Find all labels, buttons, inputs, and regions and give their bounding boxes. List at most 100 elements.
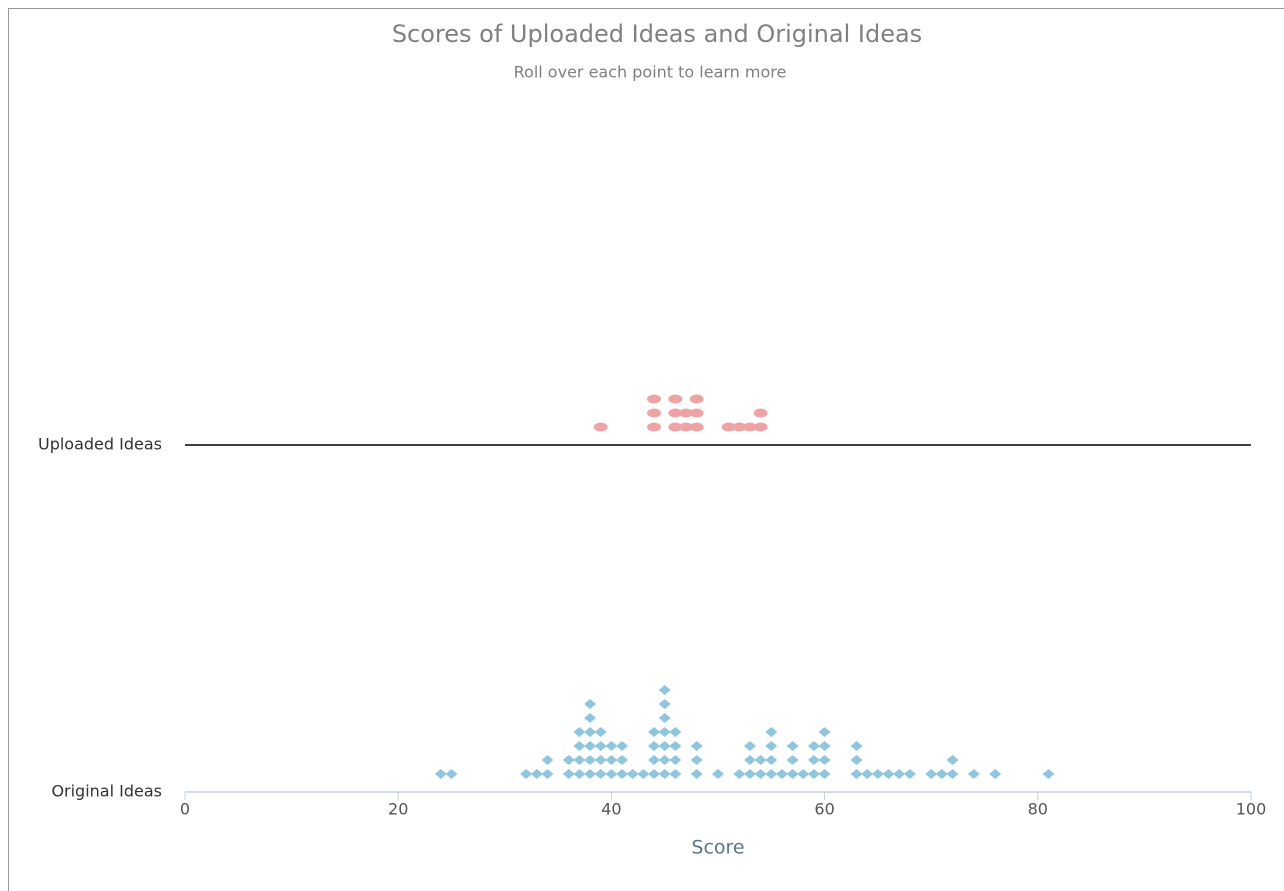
point <box>689 408 704 418</box>
point <box>530 769 543 779</box>
point <box>903 769 916 779</box>
y-category-label: Uploaded Ideas <box>38 435 162 454</box>
frame <box>8 8 1284 891</box>
point <box>743 769 756 779</box>
point <box>850 741 863 751</box>
point <box>584 713 597 723</box>
point <box>753 408 768 418</box>
point <box>775 769 788 779</box>
point <box>573 741 586 751</box>
point <box>594 727 607 737</box>
point <box>573 755 586 765</box>
point <box>690 769 703 779</box>
chart-title: Scores of Uploaded Ideas and Original Id… <box>392 20 922 48</box>
point <box>658 699 671 709</box>
point <box>445 769 458 779</box>
x-tick-label: 60 <box>814 800 834 819</box>
point <box>743 755 756 765</box>
point <box>648 755 661 765</box>
point <box>541 755 554 765</box>
point <box>797 769 810 779</box>
point <box>648 727 661 737</box>
point <box>605 755 618 765</box>
point <box>669 741 682 751</box>
point <box>871 769 884 779</box>
point <box>637 769 650 779</box>
point <box>754 769 767 779</box>
x-tick-label: 100 <box>1236 800 1267 819</box>
point <box>861 769 874 779</box>
point <box>721 422 736 432</box>
point <box>1042 769 1055 779</box>
point <box>742 422 757 432</box>
x-tick-label: 40 <box>601 800 621 819</box>
point <box>648 741 661 751</box>
point <box>946 769 959 779</box>
chart-subtitle: Roll over each point to learn more <box>514 63 787 82</box>
point <box>690 755 703 765</box>
point <box>732 422 747 432</box>
point <box>765 755 778 765</box>
point <box>807 741 820 751</box>
y-category-label: Original Ideas <box>51 782 162 801</box>
x-tick-label: 80 <box>1028 800 1048 819</box>
point <box>658 769 671 779</box>
point <box>925 769 938 779</box>
point <box>434 769 447 779</box>
point <box>679 422 694 432</box>
point <box>668 422 683 432</box>
point <box>754 755 767 765</box>
point <box>520 769 533 779</box>
point <box>850 769 863 779</box>
point <box>689 394 704 404</box>
x-tick-label: 0 <box>180 800 190 819</box>
point <box>786 755 799 765</box>
point <box>669 727 682 737</box>
x-axis-label: Score <box>691 837 744 859</box>
point <box>593 422 608 432</box>
point <box>786 769 799 779</box>
point <box>733 769 746 779</box>
point <box>850 755 863 765</box>
point <box>807 769 820 779</box>
point <box>562 769 575 779</box>
point <box>616 769 629 779</box>
point <box>626 769 639 779</box>
point <box>658 713 671 723</box>
point <box>668 408 683 418</box>
point <box>658 685 671 695</box>
point <box>893 769 906 779</box>
point <box>669 769 682 779</box>
point <box>818 769 831 779</box>
x-tick-label: 20 <box>388 800 408 819</box>
point <box>616 741 629 751</box>
point <box>647 394 662 404</box>
point <box>647 408 662 418</box>
point <box>594 741 607 751</box>
point <box>562 755 575 765</box>
point <box>679 408 694 418</box>
point <box>989 769 1002 779</box>
point <box>818 741 831 751</box>
point <box>541 769 554 779</box>
point <box>935 769 948 779</box>
point <box>882 769 895 779</box>
point <box>616 755 629 765</box>
point <box>594 769 607 779</box>
point <box>573 727 586 737</box>
point <box>689 422 704 432</box>
point <box>765 769 778 779</box>
point <box>658 727 671 737</box>
point <box>818 727 831 737</box>
point <box>765 741 778 751</box>
point <box>584 741 597 751</box>
point <box>648 769 661 779</box>
point <box>584 769 597 779</box>
point <box>584 727 597 737</box>
point <box>658 755 671 765</box>
point <box>753 422 768 432</box>
point <box>743 741 756 751</box>
point <box>818 755 831 765</box>
point <box>584 699 597 709</box>
